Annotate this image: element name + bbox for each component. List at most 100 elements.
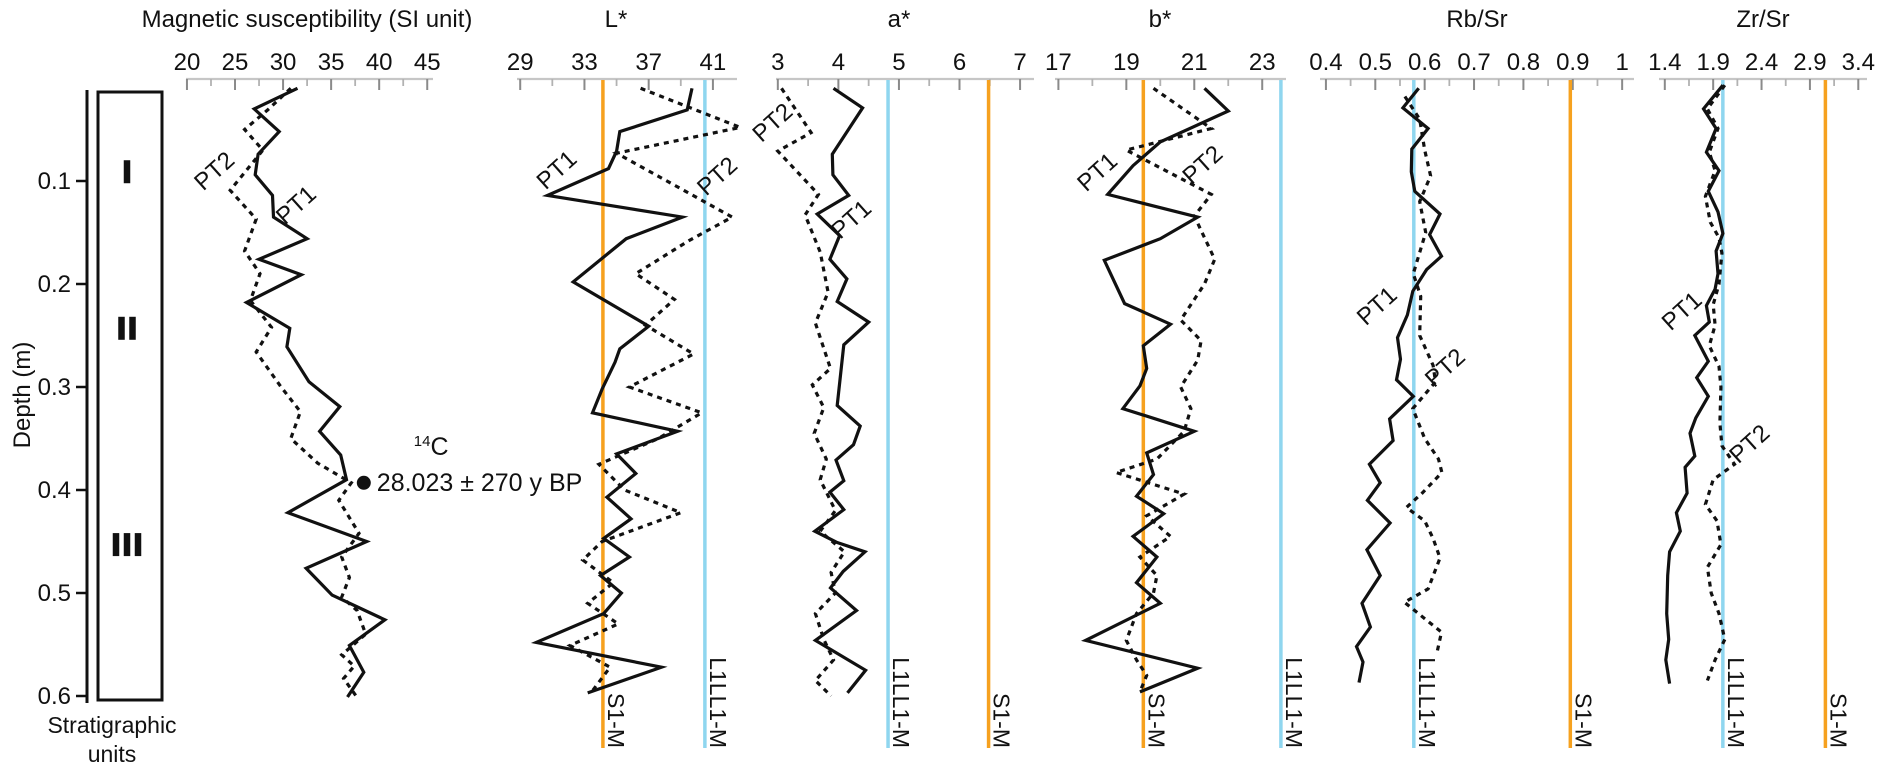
pt1-curve-ms [243,86,389,698]
panel-lstar: L* 29 33 37 41 S1-M L1LL1-M PT1 PT2 [507,6,746,748]
strat-unit-bar [129,316,136,340]
pt2-label-rbsr: PT2 [1420,343,1471,393]
x-tick-label: 3 [771,49,784,76]
depth-tick-label: 0.2 [38,271,71,298]
x-tick-label: 0.8 [1507,49,1540,76]
strat-unit-bar [123,160,131,184]
x-tick-label: 0.9 [1556,49,1589,76]
x-tick-label: 45 [414,49,441,76]
ref-line-label-l1ll1-m: L1LL1-M [1723,657,1749,748]
strat-unit-I [123,160,131,184]
pt1-label-lstar: PT1 [532,146,583,196]
depth-axis: 0.1 0.2 0.3 0.4 0.5 0.6 Depth (m) [9,90,89,710]
pt1-label-bstar: PT1 [1072,148,1123,198]
x-tick-label: 0.6 [1408,49,1441,76]
x-tick-label: 21 [1181,49,1208,76]
panel-title-ms: Magnetic susceptibility (SI unit) [142,6,473,33]
strat-unit-bar [134,533,142,557]
pt2-label-lstar: PT2 [692,152,743,202]
pt2-label-bstar: PT2 [1177,140,1228,190]
strat-unit-bar [123,533,131,557]
panel-title-rbsr: Rb/Sr [1446,6,1507,33]
pt2-curve-zrsr [1703,84,1737,682]
x-tick-label: 25 [222,49,249,76]
x-tick-label: 20 [174,49,201,76]
x-tick-label: 2.9 [1793,49,1826,76]
ref-line-label-s1-m: S1-M [989,693,1015,748]
pt2-label-ms: PT2 [189,147,240,197]
x-tick-label: 0.4 [1309,49,1342,76]
ref-line-label-l1ll1-m: L1LL1-M [1414,657,1440,748]
pt1-curve-astar [811,86,872,694]
strat-unit-bar [112,533,120,557]
depth-tick-label: 0.5 [38,580,71,607]
pt2-curve-astar [775,87,847,698]
pt1-curve-rbsr [1354,87,1444,683]
ref-line-label-l1ll1-m: L1LL1-M [705,657,731,748]
panel-rbsr: Rb/Sr 0.4 0.5 0.6 0.7 0.8 0.9 1 L1LL1-M S1-M PT1 PT… [1309,6,1634,748]
x-tick-label: 5 [892,49,905,76]
panel-bstar: b* 17 19 21 23 S1-M L1LL1-M PT1 PT2 [1045,6,1307,748]
strat-caption-line2: units [88,741,137,767]
x-tick-label: 29 [507,49,534,76]
pt1-curve-lstar [530,87,694,695]
pt2-curve-ms [228,87,368,697]
x-tick-label: 1.4 [1648,49,1681,76]
x-tick-label: 1 [1615,49,1628,76]
x-tick-label: 19 [1113,49,1140,76]
panel-title-zrsr: Zr/Sr [1736,6,1789,33]
x-tick-label: 4 [832,49,845,76]
c14-marker-dot [356,475,371,490]
x-tick-label: 30 [270,49,297,76]
panel-title-astar: a* [888,6,911,33]
depth-tick-label: 0.1 [38,168,71,195]
pt2-label-zrsr: PT2 [1724,419,1775,469]
x-tick-label: 37 [635,49,662,76]
strat-unit-II [118,316,136,340]
panel-title-bstar: b* [1149,6,1172,33]
depth-axis-title: Depth (m) [9,342,36,449]
pt2-curve-lstar [566,86,746,694]
x-tick-label: 3.4 [1842,49,1875,76]
strat-unit-bar [118,316,125,340]
x-tick-label: 6 [953,49,966,76]
ref-line-label-s1-m: S1-M [1143,693,1169,748]
strat-box [96,90,164,702]
depth-tick-label: 0.6 [38,683,71,710]
x-tick-label: 1.9 [1696,49,1729,76]
panel-title-lstar: L* [605,6,628,33]
x-tick-label: 0.7 [1457,49,1490,76]
strat-column: Stratigraphic units [47,90,177,767]
x-tick-label: 41 [700,49,727,76]
c14-annotation: 14C 28.023 ± 270 y BP [356,433,583,497]
pt1-label-rbsr: PT1 [1352,281,1403,331]
depth-tick-label: 0.4 [38,477,71,504]
c14-isotope-label: 14C [414,433,449,461]
pt1-curve-bstar [1080,87,1232,694]
panel-ms: Magnetic susceptibility (SI unit) 20 25 30 3… [142,6,583,698]
ref-line-label-s1-m: S1-M [1825,693,1851,748]
pt1-label-ms: PT1 [271,181,322,231]
pt2-label-astar: PT2 [747,98,798,148]
pt2-curve-rbsr [1401,95,1444,656]
x-tick-label: 35 [318,49,345,76]
x-tick-label: 2.4 [1745,49,1778,76]
c14-date-text: 28.023 ± 270 y BP [377,469,583,497]
depth-tick-label: 0.3 [38,374,71,401]
x-tick-label: 0.5 [1359,49,1392,76]
strat-unit-III [112,533,142,557]
ref-line-label-l1ll1-m: L1LL1-M [888,657,914,748]
ref-line-label-l1ll1-m: L1LL1-M [1281,657,1307,748]
ref-line-label-s1-m: S1-M [603,693,629,748]
ref-line-label-s1-m: S1-M [1570,693,1596,748]
x-tick-label: 40 [366,49,393,76]
x-tick-label: 33 [571,49,598,76]
x-tick-label: 7 [1013,49,1026,76]
x-tick-label: 17 [1045,49,1072,76]
strat-caption-line1: Stratigraphic [47,712,176,738]
x-tick-label: 23 [1249,49,1276,76]
